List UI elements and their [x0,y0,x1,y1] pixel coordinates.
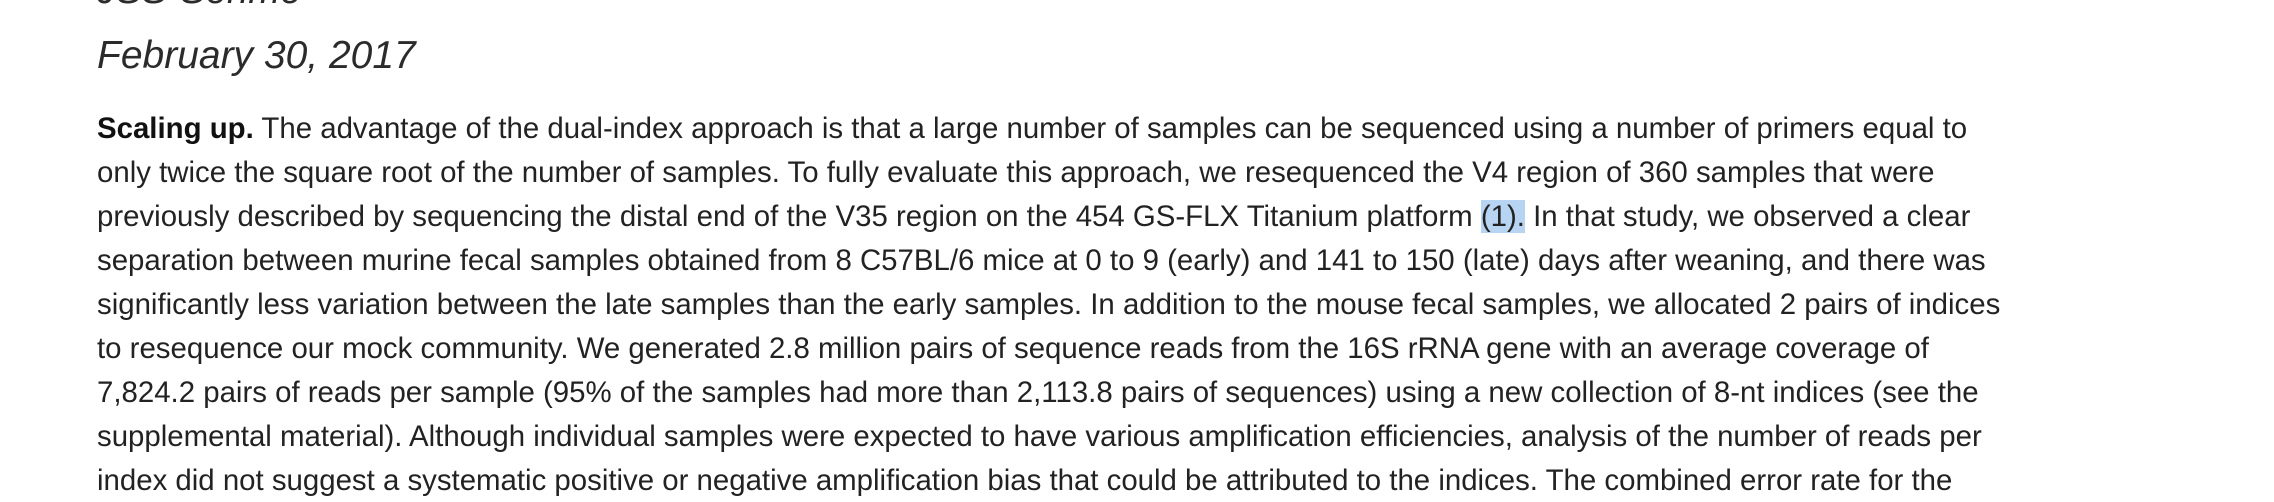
article-paragraph: Scaling up. The advantage of the dual-in… [97,107,2247,502]
paragraph-line: separation between murine fecal samples … [97,244,1986,277]
paragraph-line: to resequence our mock community. We gen… [97,332,1929,365]
paragraph-text: In that study, we observed a clear [1524,200,1971,233]
paragraph-text: previously described by sequencing the d… [97,200,1481,233]
paragraph-line: index did not suggest a systematic posit… [97,464,1953,497]
paragraph-line: significantly less variation between the… [97,288,2001,321]
section-lead-heading: Scaling up. [97,112,254,145]
paragraph-line: 7,824.2 pairs of reads per sample (95% o… [97,376,1979,409]
citation-link[interactable]: (1). [1480,200,1525,233]
article-page: JSS-Senme February 30, 2017 Scaling up. … [97,0,2247,502]
paragraph-text: The advantage of the dual-index approach… [253,112,1968,145]
paragraph-line: previously described by sequencing the d… [97,195,2247,239]
publication-date: February 30, 2017 [97,34,416,77]
paragraph-line: supplemental material). Although individ… [97,420,1982,453]
paragraph-line: Scaling up. The advantage of the dual-in… [97,107,2247,151]
journal-name: JSS-Senme [97,0,302,13]
paragraph-line: only twice the square root of the number… [97,156,1935,189]
